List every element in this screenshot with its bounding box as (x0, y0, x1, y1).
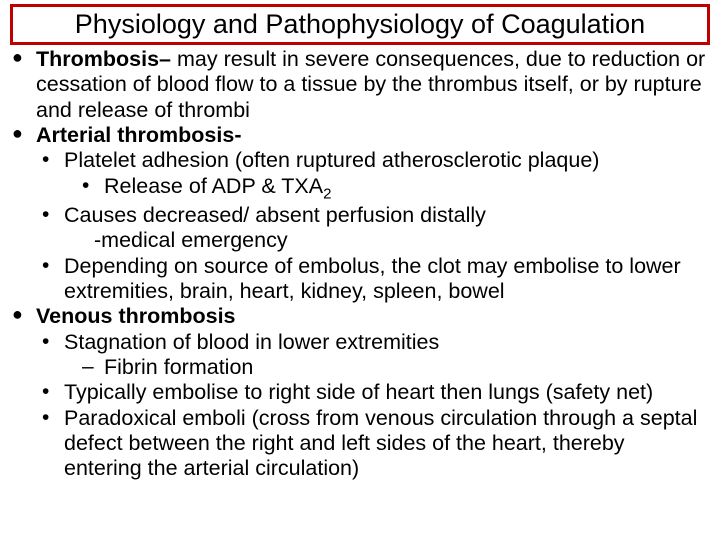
venous-stagnation-text: Stagnation of blood in lower extremities (64, 330, 439, 354)
venous-fibrin: Fibrin formation (64, 355, 706, 380)
thrombosis-lead: Thrombosis– (36, 47, 171, 71)
arterial-embolus: Depending on source of embolus, the clot… (36, 254, 706, 305)
arterial-platelet-text: Platelet adhesion (often ruptured athero… (64, 148, 599, 172)
arterial-perfusion: Causes decreased/ absent perfusion dista… (36, 203, 706, 254)
venous-paradoxical: Paradoxical emboli (cross from venous ci… (36, 406, 706, 482)
bullet-thrombosis: Thrombosis– may result in severe consequ… (10, 47, 706, 123)
arterial-adp: Release of ADP & TXA2 (64, 174, 706, 203)
slide: Physiology and Pathophysiology of Coagul… (0, 0, 720, 540)
venous-embolise: Typically embolise to right side of hear… (36, 380, 706, 405)
venous-embolise-text: Typically embolise to right side of hear… (64, 380, 653, 404)
venous-paradoxical-text: Paradoxical emboli (cross from venous ci… (64, 406, 697, 481)
title-box: Physiology and Pathophysiology of Coagul… (10, 4, 710, 45)
arterial-adp-sub: 2 (323, 185, 331, 202)
bullet-venous: Venous thrombosis Stagnation of blood in… (10, 304, 706, 482)
arterial-emergency: -medical emergency (64, 228, 706, 253)
arterial-sublist: Platelet adhesion (often ruptured athero… (36, 148, 706, 304)
arterial-perfusion-text: Causes decreased/ absent perfusion dista… (64, 203, 486, 227)
bullet-arterial: Arterial thrombosis- Platelet adhesion (… (10, 123, 706, 304)
venous-fibrin-text: Fibrin formation (104, 355, 253, 379)
arterial-platelet-sublist: Release of ADP & TXA2 (64, 174, 706, 203)
venous-stagnation: Stagnation of blood in lower extremities… (36, 330, 706, 381)
bullet-list: Thrombosis– may result in severe consequ… (10, 47, 706, 482)
arterial-lead: Arterial thrombosis- (36, 123, 241, 147)
arterial-embolus-text: Depending on source of embolus, the clot… (64, 254, 681, 303)
venous-lead: Venous thrombosis (36, 304, 236, 328)
arterial-platelet: Platelet adhesion (often ruptured athero… (36, 148, 706, 202)
venous-stagnation-sublist: Fibrin formation (64, 355, 706, 380)
arterial-adp-text: Release of ADP & TXA (104, 174, 323, 198)
content-area: Thrombosis– may result in severe consequ… (6, 47, 714, 482)
slide-title: Physiology and Pathophysiology of Coagul… (23, 9, 697, 40)
venous-sublist: Stagnation of blood in lower extremities… (36, 330, 706, 482)
